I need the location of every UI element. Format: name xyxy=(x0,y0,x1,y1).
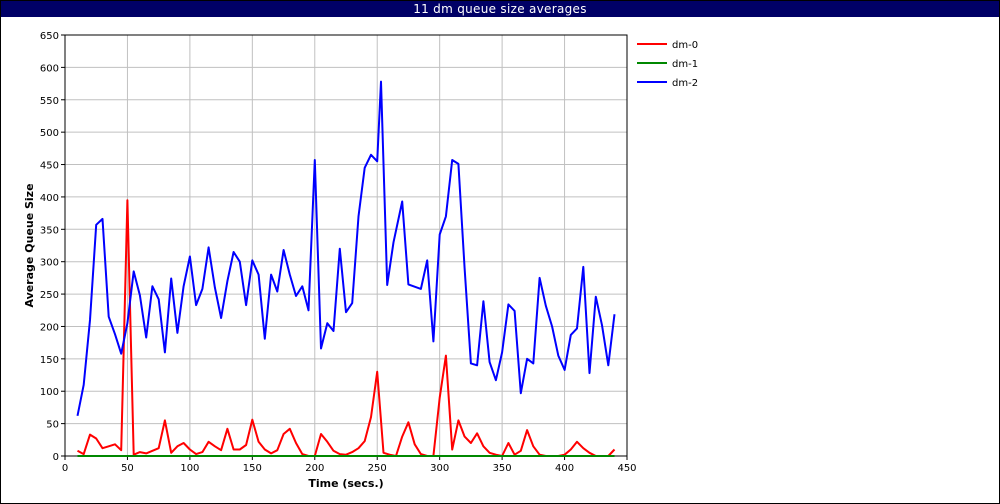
grid xyxy=(64,34,628,457)
legend: dm-0 dm-1 dm-2 xyxy=(637,40,698,89)
y-tick-label: 250 xyxy=(40,290,59,301)
x-tick-label: 450 xyxy=(617,463,636,474)
y-tick-label: 400 xyxy=(40,193,59,204)
y-tick-label: 50 xyxy=(46,420,59,431)
series-line-dm-2 xyxy=(76,80,616,416)
y-tick-label: 200 xyxy=(40,322,59,333)
y-tick-label: 550 xyxy=(40,96,59,107)
x-tick-label: 200 xyxy=(305,463,324,474)
y-tick-label: 0 xyxy=(53,452,59,463)
series-lines xyxy=(76,80,616,457)
x-tick-label: 0 xyxy=(62,463,68,474)
x-tick-label: 250 xyxy=(368,463,387,474)
axis-ticks: 0 50 100 150 200 250 300 350 400 450 0 50 100 150 200 2… xyxy=(40,31,637,474)
y-axis-label: Average Queue Size xyxy=(23,183,36,307)
y-tick-label: 650 xyxy=(40,31,59,42)
plot-area xyxy=(64,34,628,457)
y-tick-label: 450 xyxy=(40,161,59,172)
y-tick-label: 100 xyxy=(40,387,59,398)
legend-label: dm-0 xyxy=(672,40,698,51)
series-line-dm-0 xyxy=(77,199,616,457)
x-tick-label: 150 xyxy=(243,463,262,474)
y-tick-label: 350 xyxy=(40,225,59,236)
y-tick-label: 600 xyxy=(40,63,59,74)
y-tick-label: 150 xyxy=(40,355,59,366)
x-tick-label: 400 xyxy=(555,463,574,474)
chart-title: 11 dm queue size averages xyxy=(1,1,999,17)
y-tick-label: 500 xyxy=(40,128,59,139)
x-tick-label: 350 xyxy=(493,463,512,474)
x-tick-label: 100 xyxy=(180,463,199,474)
x-axis-label: Time (secs.) xyxy=(308,477,383,490)
x-tick-label: 50 xyxy=(121,463,134,474)
legend-label: dm-2 xyxy=(672,78,698,89)
y-tick-label: 300 xyxy=(40,258,59,269)
legend-label: dm-1 xyxy=(672,59,698,70)
x-tick-label: 300 xyxy=(430,463,449,474)
